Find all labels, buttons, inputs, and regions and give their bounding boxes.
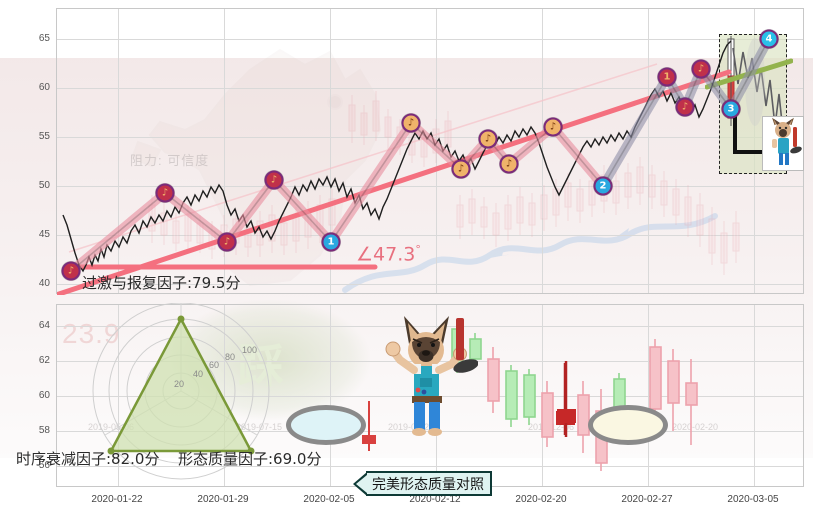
gridline-x5 (542, 9, 543, 293)
ellipse-right-highlight[interactable] (588, 405, 668, 445)
gridline-45 (57, 235, 803, 236)
ytick-top-50: 50 (38, 180, 50, 191)
gridline-x6 (648, 9, 649, 293)
callout-arrow-icon (353, 471, 367, 496)
dog-mascot-small-icon (772, 117, 802, 165)
ellipse-left-highlight[interactable] (286, 405, 366, 445)
zigzag-marker-7[interactable]: ♪ (478, 129, 498, 149)
callout-label: 完美形态质量对照 (366, 471, 492, 496)
ytick-bottom-62: 62 (38, 355, 50, 366)
gridline-bx5 (542, 305, 543, 486)
xtick-4: 2020-02-12 (409, 494, 461, 505)
mascot-inset-frame (762, 116, 804, 171)
xtick-5: 2020-02-20 (515, 494, 567, 505)
radar-tick-100: 100 (242, 345, 258, 355)
zigzag-marker-b1[interactable]: 1 (321, 232, 341, 252)
gridline-60 (57, 88, 803, 89)
xtick-7: 2020-03-05 (727, 494, 779, 505)
gridline-55 (57, 137, 803, 138)
trendline-angle-label: ∠47.3° (356, 243, 421, 265)
ytick-bottom-60: 60 (38, 390, 50, 401)
decay-factor-label: 时序衰减因子:82.0分 (16, 450, 160, 468)
gridline-x4 (436, 9, 437, 293)
xtick-6: 2020-02-27 (621, 494, 673, 505)
perfect-pattern-callout[interactable]: 完美形态质量对照 (352, 471, 492, 496)
ytick-top-40: 40 (38, 278, 50, 289)
gridline-bx3 (330, 305, 331, 486)
xtick-3: 2020-02-05 (303, 494, 355, 505)
ytick-bottom-64: 64 (38, 320, 50, 331)
xtick-1: 2020-01-22 (91, 494, 143, 505)
zigzag-marker-8[interactable]: ♪ (499, 154, 519, 174)
gridline-x1 (118, 9, 119, 293)
zigzag-marker-1[interactable]: ♪ (61, 261, 81, 281)
price-zigzag-panel: ♪ ♪ ♪ ♪ 1 ♪ ♪ ♪ ♪ ♪ 2 1 ♪ ♪ 3 4 (56, 8, 804, 295)
support-trendline (57, 63, 732, 295)
ytick-top-60: 60 (38, 82, 50, 93)
background-candles-top (148, 91, 740, 275)
zigzag-marker-12[interactable]: ♪ (691, 59, 711, 79)
zigzag-marker-b3[interactable]: 3 (721, 99, 741, 119)
gridline-bx7 (754, 305, 755, 486)
zigzag-marker-9[interactable]: ♪ (543, 117, 563, 137)
zigzag-marker-b2[interactable]: 2 (593, 176, 613, 196)
gridline-56 (57, 466, 803, 467)
radar-tick-80: 80 (225, 352, 236, 362)
radar-tick-60: 60 (209, 360, 220, 370)
zigzag-marker-2[interactable]: ♪ (155, 183, 175, 203)
zigzag-marker-3[interactable]: ♪ (217, 232, 237, 252)
dog-mascot-large-icon (385, 316, 478, 436)
gridline-64 (57, 326, 803, 327)
zigzag-marker-b4[interactable]: 4 (759, 29, 779, 49)
xtick-2: 2020-01-29 (197, 494, 249, 505)
overreaction-factor-label: 过激与报复因子:79.5分 (82, 274, 241, 292)
zigzag-marker-11[interactable]: ♪ (675, 97, 695, 117)
angle-value: ∠47.3 (356, 243, 416, 266)
ytick-bottom-58: 58 (38, 425, 50, 436)
quality-factor-label: 形态质量因子:69.0分 (178, 450, 322, 468)
radar-tick-40: 40 (193, 369, 204, 379)
zigzag-marker-4[interactable]: ♪ (264, 170, 284, 190)
ytick-top-45: 45 (38, 229, 50, 240)
zigzag-marker-6[interactable]: ♪ (451, 159, 471, 179)
gridline-bx6 (648, 305, 649, 486)
ytick-top-65: 65 (38, 33, 50, 44)
radar-tick-20: 20 (174, 379, 185, 389)
daily-close-line (62, 40, 732, 273)
angle-degree-symbol: ° (415, 243, 421, 256)
zigzag-marker-10[interactable]: 1 (657, 67, 677, 87)
zigzag-marker-5[interactable]: ♪ (401, 113, 421, 133)
zigzag-wave (66, 34, 774, 276)
ytick-top-55: 55 (38, 131, 50, 142)
gridline-65 (57, 39, 803, 40)
